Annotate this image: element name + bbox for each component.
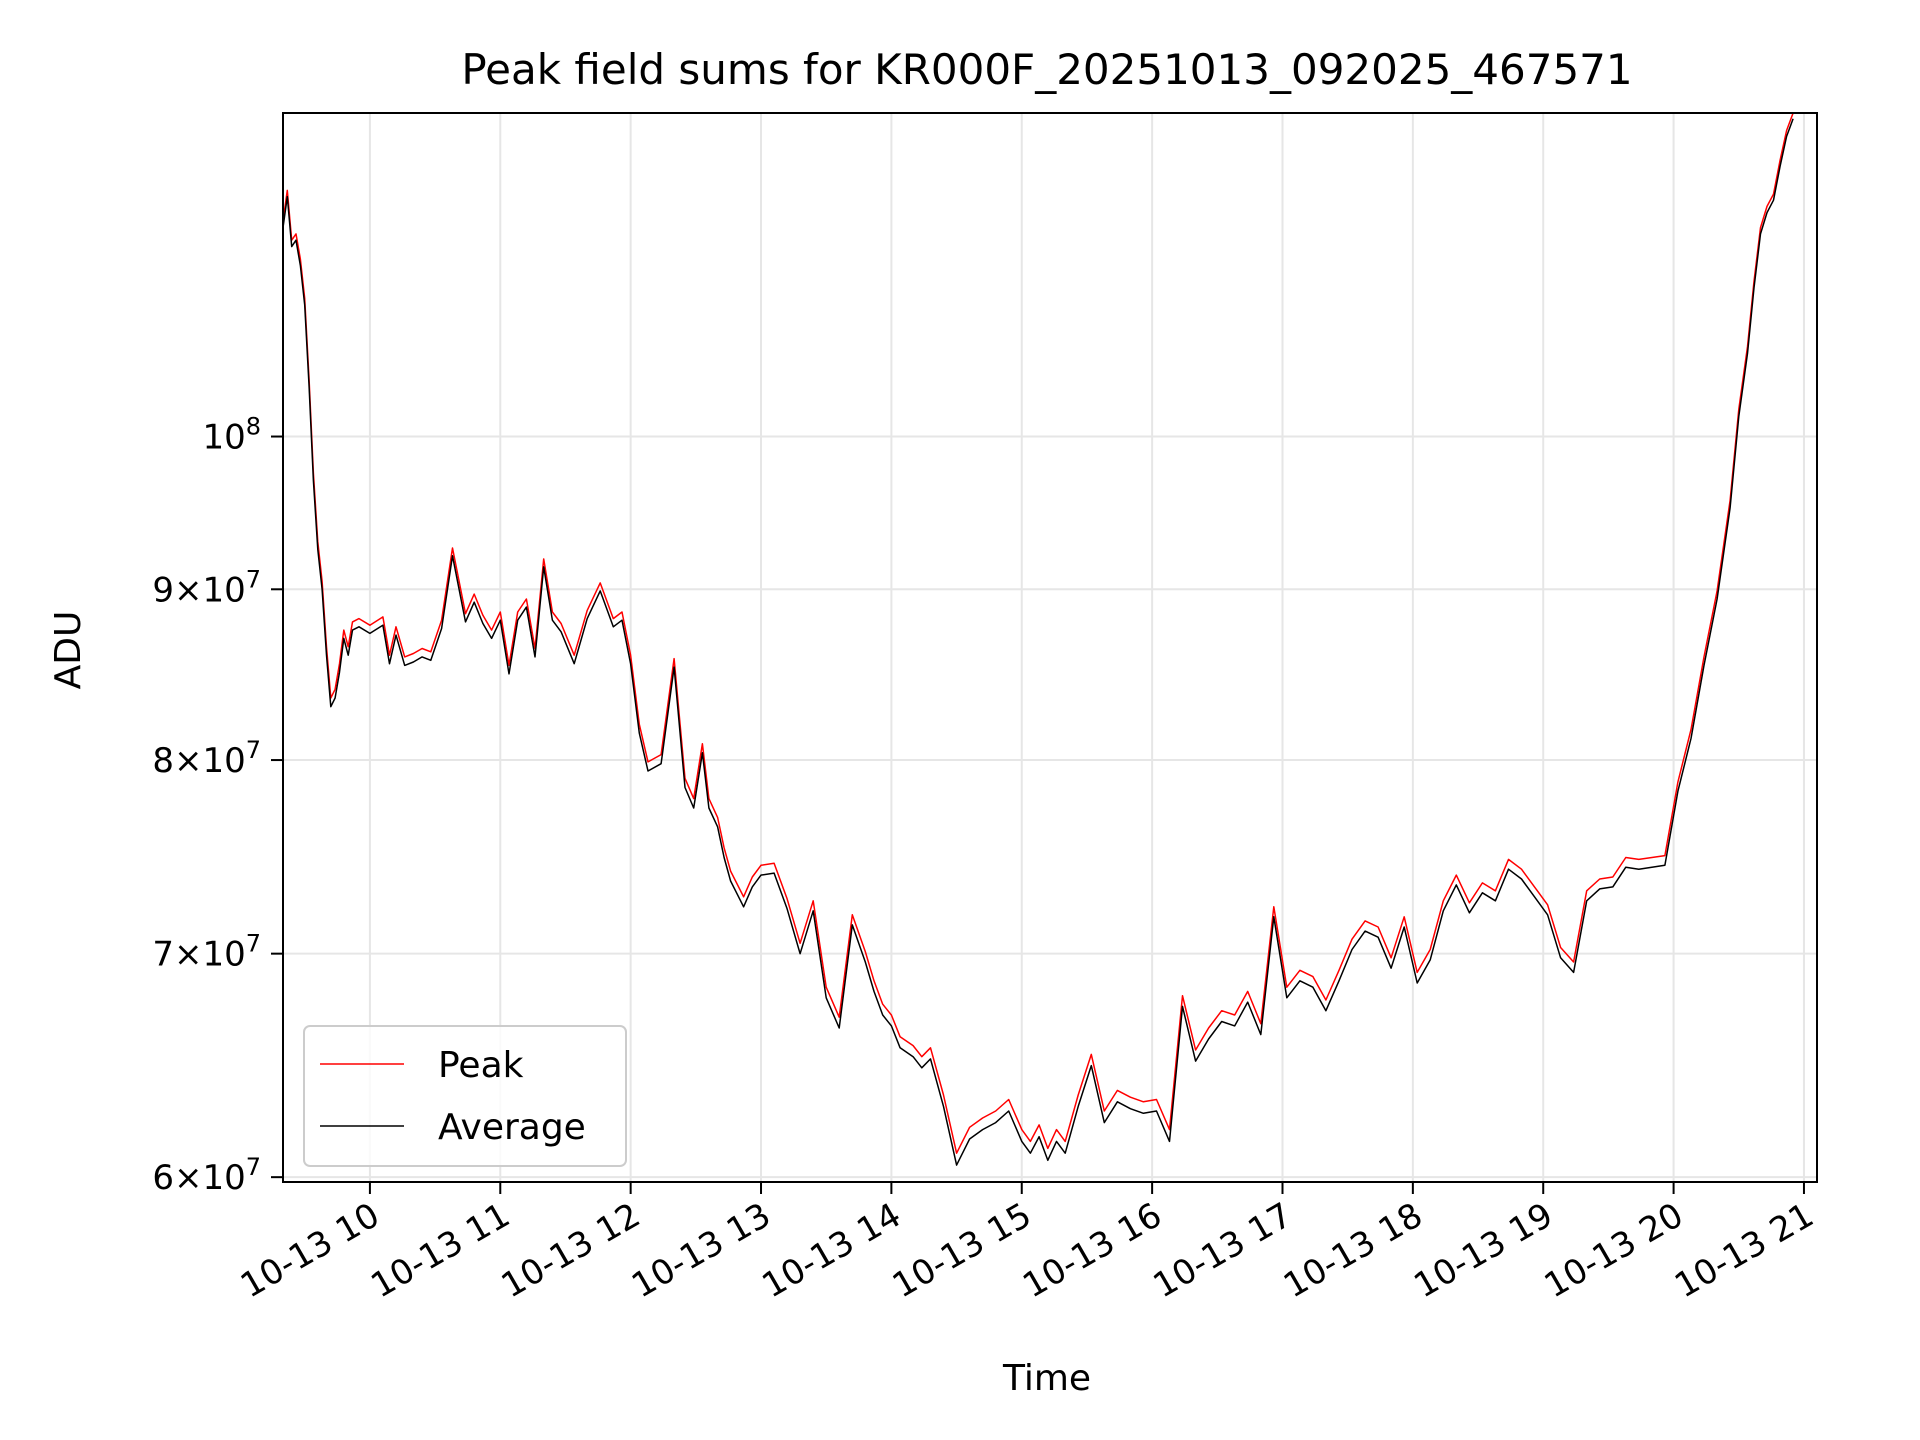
series-lines	[282, 112, 1794, 1166]
legend-box	[303, 1025, 627, 1167]
y-tick-label: 6×107	[152, 1153, 261, 1198]
legend-label-average: Average	[438, 1107, 586, 1148]
x-axis-label: Time	[1002, 1358, 1091, 1399]
y-tick-label: 9×107	[152, 565, 261, 610]
grid	[283, 113, 1817, 1182]
chart-title: Peak field sums for KR000F_20251013_0920…	[461, 45, 1632, 94]
legend: Peak Average	[303, 1025, 627, 1167]
y-tick-label: 108	[202, 413, 261, 458]
y-tick-label: 7×107	[152, 930, 261, 975]
series-line-peak	[282, 112, 1794, 1154]
legend-label-peak: Peak	[438, 1045, 524, 1086]
y-axis-label: ADU	[48, 611, 89, 690]
series-line-average	[282, 118, 1794, 1166]
y-tick-label: 8×107	[152, 736, 261, 781]
plot-area-frame	[282, 112, 1818, 1183]
y-axis-ticks: 6×107 7×107 8×107 9×107 108	[152, 413, 283, 1198]
